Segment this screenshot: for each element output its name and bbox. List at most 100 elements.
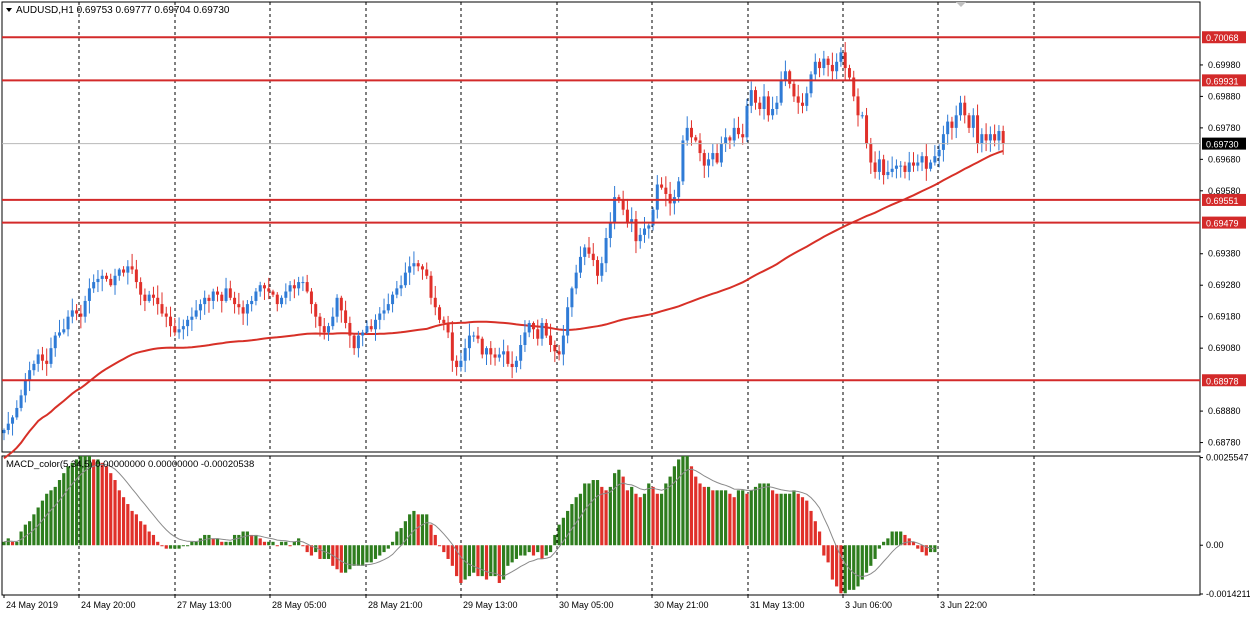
candle-body bbox=[613, 197, 617, 223]
macd-bar bbox=[916, 545, 920, 549]
candle-body bbox=[894, 165, 898, 169]
macd-bar bbox=[642, 493, 647, 546]
candle-body bbox=[574, 272, 578, 289]
candle-body bbox=[335, 297, 339, 317]
macd-bar bbox=[668, 476, 672, 546]
macd-bar bbox=[352, 545, 356, 566]
macd-bar bbox=[570, 504, 574, 546]
candle-body bbox=[549, 335, 553, 346]
candle-body bbox=[771, 108, 775, 116]
candle-body bbox=[958, 102, 962, 116]
candle-body bbox=[2, 429, 6, 434]
candle-body bbox=[45, 360, 49, 364]
macd-bar bbox=[339, 545, 343, 573]
candle-body bbox=[280, 297, 284, 305]
macd-bar bbox=[15, 541, 19, 546]
macd-bar bbox=[373, 545, 378, 559]
macd-bar bbox=[672, 466, 676, 546]
macd-bar bbox=[207, 534, 211, 546]
macd-bar bbox=[484, 545, 489, 580]
candle-body bbox=[288, 285, 292, 292]
macd-bar bbox=[779, 493, 783, 546]
candle-body bbox=[164, 313, 168, 317]
macd-bar bbox=[894, 531, 899, 546]
candle-body bbox=[36, 354, 40, 364]
horizontal-levels[interactable]: 0.70068 0.69931 0.69551 0.69479 0.68978 0.697… bbox=[2, 31, 1246, 387]
candle-body bbox=[15, 407, 19, 418]
macd-bar bbox=[501, 545, 506, 580]
macd-bar bbox=[292, 541, 296, 546]
price-axis: 0.69980 0.69880 0.69780 0.69680 0.69580 0.693… bbox=[1200, 60, 1241, 448]
macd-bar bbox=[399, 528, 403, 546]
macd-bar bbox=[104, 466, 109, 546]
candle-body bbox=[745, 105, 749, 138]
macd-bar bbox=[53, 486, 57, 546]
candle-body bbox=[865, 115, 869, 144]
candle-body bbox=[741, 134, 745, 138]
macd-bar bbox=[220, 541, 224, 546]
candle-body bbox=[668, 193, 672, 204]
macd-bar bbox=[826, 545, 830, 563]
macd-bar bbox=[361, 545, 365, 566]
macd-bar bbox=[40, 500, 45, 546]
macd-bar bbox=[262, 541, 267, 546]
macd-bar bbox=[749, 490, 753, 546]
candle-body bbox=[792, 83, 796, 97]
current-price-label: 0.69730 bbox=[1206, 140, 1239, 150]
candle-body bbox=[459, 360, 463, 368]
candle-body bbox=[318, 316, 322, 327]
candle-body bbox=[877, 159, 881, 172]
candle-body bbox=[856, 96, 860, 116]
scroll-marker-icon[interactable] bbox=[956, 2, 966, 7]
candle-body bbox=[11, 417, 15, 424]
macd-bar bbox=[177, 545, 181, 549]
macd-bar bbox=[745, 493, 749, 546]
candle-body bbox=[920, 156, 924, 163]
candle-body bbox=[941, 134, 945, 150]
macd-bar bbox=[856, 545, 860, 587]
candle-body bbox=[198, 304, 202, 311]
candle-body bbox=[869, 143, 873, 163]
dropdown-arrow-icon[interactable] bbox=[6, 8, 12, 12]
candle-body bbox=[664, 187, 668, 194]
macd-bar bbox=[139, 521, 143, 546]
time-tick-label: 28 May 05:00 bbox=[272, 600, 327, 610]
macd-bar bbox=[134, 514, 138, 546]
candle-body bbox=[250, 300, 254, 305]
macd-bar bbox=[540, 545, 544, 559]
macd-bar bbox=[702, 486, 706, 546]
candle-body bbox=[860, 115, 864, 117]
main-panel-frame bbox=[1, 1, 1201, 453]
candle-body bbox=[412, 263, 416, 267]
macd-bar bbox=[173, 545, 177, 549]
macd-bar bbox=[10, 541, 15, 546]
candle-body bbox=[408, 266, 412, 273]
macd-bar bbox=[416, 514, 420, 546]
price-tick-label: 0.69380 bbox=[1208, 249, 1241, 259]
macd-bar bbox=[715, 490, 719, 546]
macd-bar bbox=[62, 473, 66, 546]
macd-bar bbox=[493, 545, 497, 577]
candle-body bbox=[339, 297, 343, 311]
macd-bar bbox=[190, 541, 194, 546]
macd-bar bbox=[403, 521, 407, 546]
candle-body bbox=[937, 149, 941, 157]
macd-bar bbox=[309, 545, 314, 556]
candle-body bbox=[32, 363, 36, 371]
level-label: 0.69931 bbox=[1206, 76, 1239, 86]
macd-bar bbox=[736, 490, 741, 546]
macd-bar bbox=[382, 545, 386, 553]
macd-bar bbox=[924, 545, 928, 556]
candle-body bbox=[275, 294, 279, 305]
candle-body bbox=[630, 219, 634, 223]
candle-body bbox=[583, 247, 587, 257]
candle-body bbox=[356, 335, 360, 349]
candle-body bbox=[49, 348, 53, 364]
macd-bar bbox=[476, 545, 480, 577]
candle-body bbox=[433, 297, 437, 308]
macd-bar bbox=[472, 545, 476, 573]
macd-bar bbox=[23, 524, 27, 546]
candle-body bbox=[950, 121, 954, 128]
price-tick-label: 0.68780 bbox=[1208, 438, 1241, 448]
